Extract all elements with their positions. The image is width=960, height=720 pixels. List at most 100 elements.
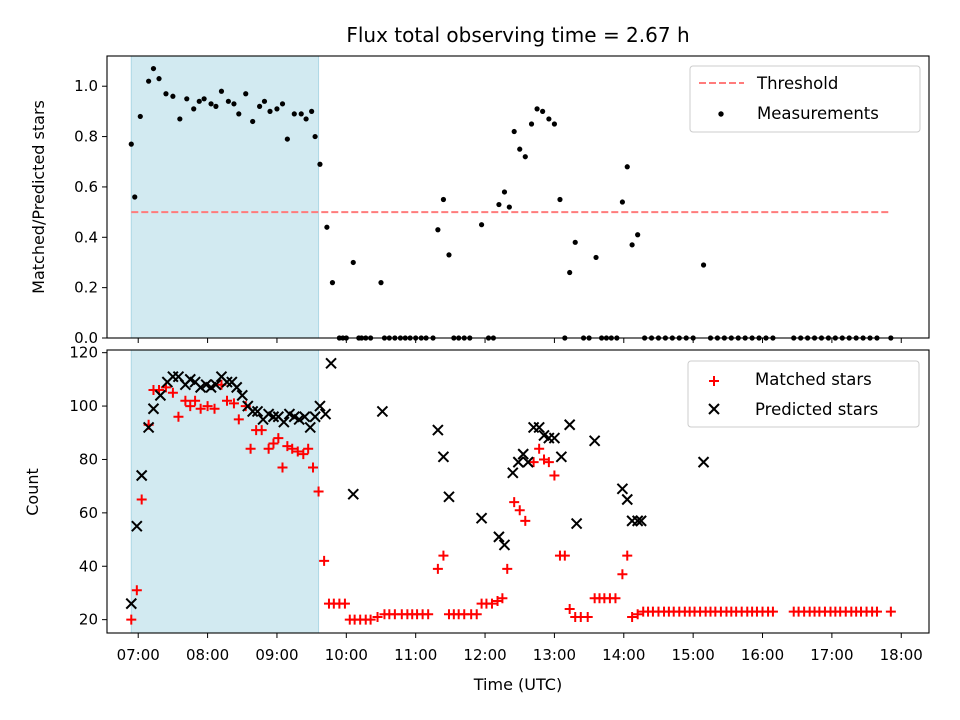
measurement-point <box>156 76 162 82</box>
bottom-y-tick-label: 80 <box>79 450 98 468</box>
matched-star-point <box>202 401 213 412</box>
predicted-star-point <box>443 491 455 503</box>
top-y-tick-label: 0.0 <box>74 329 98 347</box>
measurement-point <box>551 121 558 127</box>
bottom-y-ticks: 20 40 60 80 100 120 <box>69 344 107 629</box>
matched-star-point <box>136 494 147 505</box>
predicted-star-point <box>142 421 155 434</box>
matched-star-point <box>885 606 896 617</box>
measurement-point <box>184 96 190 102</box>
measurement-point <box>218 88 225 94</box>
legend-measurements-label: Measurements <box>757 104 879 123</box>
measurement-point <box>478 222 485 228</box>
matched-star-point <box>319 555 330 566</box>
measurement-point <box>540 108 546 114</box>
predicted-star-point <box>626 515 638 527</box>
measurement-point <box>572 239 578 245</box>
measurement-point <box>496 201 502 208</box>
matched-star-point <box>173 411 184 422</box>
predicted-star-point <box>236 389 248 402</box>
measurement-point <box>132 194 138 200</box>
predicted-star-point <box>432 424 444 436</box>
matched-star-point <box>486 598 497 609</box>
measurement-point <box>350 259 356 266</box>
predicted-star-point <box>507 467 519 479</box>
matched-star-point <box>245 443 256 454</box>
measurement-point <box>506 204 512 210</box>
measurement-point <box>243 91 249 97</box>
matched-star-point <box>423 609 434 620</box>
predicted-star-point <box>548 432 561 444</box>
measurement-point <box>213 103 219 109</box>
bottom-y-tick-label: 40 <box>79 557 98 575</box>
matched-star-point <box>534 443 545 454</box>
measurement-point <box>163 91 169 97</box>
measurement-point <box>528 121 535 127</box>
legend-matched-swatch <box>709 376 719 386</box>
predicted-star-point <box>309 411 321 423</box>
matched-star-point <box>303 443 314 454</box>
predicted-star-point <box>298 411 311 423</box>
matched-star-point <box>509 497 520 508</box>
predicted-star-point <box>512 456 525 468</box>
measurement-point <box>329 280 336 286</box>
measurement-point <box>303 116 309 122</box>
measurement-point <box>593 254 599 261</box>
predicted-star-point <box>527 421 540 434</box>
x-tick-label: 11:00 <box>394 646 437 664</box>
matched-star-point <box>263 443 274 454</box>
measurement-point <box>146 78 152 84</box>
matched-star-point <box>622 550 633 561</box>
measurement-point <box>546 116 552 122</box>
bottom-y-axis-label: Count <box>23 468 42 516</box>
measurement-point <box>635 232 641 238</box>
measurement-point <box>446 252 452 258</box>
matched-star-point <box>256 425 267 436</box>
predicted-star-point <box>563 419 576 431</box>
measurement-point <box>309 108 315 114</box>
measurement-point <box>312 133 318 140</box>
measurement-point <box>624 164 630 170</box>
predicted-star-point <box>293 413 305 426</box>
top-panel: 0.0 0.2 0.4 0.6 0.8 1.0 Matched/Predicted sta… <box>29 55 930 347</box>
measurement-point <box>700 262 707 268</box>
top-legend-box <box>689 65 921 133</box>
matched-star-point <box>233 414 244 425</box>
predicted-star-point <box>251 405 264 418</box>
x-tick-label: 16:00 <box>741 646 784 664</box>
predicted-points <box>125 357 710 610</box>
predicted-star-point <box>621 493 633 506</box>
matched-star-point <box>131 585 142 596</box>
x-tick-label: 09:00 <box>255 646 298 664</box>
top-y-tick-label: 0.6 <box>74 178 98 196</box>
measurement-point <box>378 280 384 286</box>
measurement-point <box>534 106 540 112</box>
x-tick-label: 10:00 <box>325 646 368 664</box>
matched-star-point <box>268 438 279 449</box>
matched-star-point <box>559 550 570 561</box>
measurement-point <box>629 242 635 248</box>
measurement-point <box>435 227 441 233</box>
measurement-point <box>257 103 263 109</box>
legend-predicted-swatch <box>708 403 720 415</box>
top-y-tick-label: 0.4 <box>74 228 98 246</box>
measurement-point <box>511 128 517 135</box>
predicted-star-point <box>125 597 137 610</box>
measurement-point <box>261 98 268 104</box>
measurement-point <box>501 189 508 195</box>
matched-star-point <box>167 387 178 398</box>
matched-star-point <box>632 609 643 620</box>
matched-star-point <box>627 611 638 622</box>
bottom-legend-box <box>687 360 920 428</box>
matched-star-point <box>195 403 206 414</box>
matched-star-point <box>520 515 531 526</box>
measurement-point <box>225 98 231 104</box>
matched-star-point <box>298 449 309 460</box>
matched-star-point <box>277 462 288 473</box>
bottom-y-tick-label: 120 <box>69 344 98 362</box>
matched-star-point <box>767 606 778 617</box>
predicted-star-point <box>588 435 601 447</box>
matched-star-point <box>528 457 539 468</box>
measurement-point <box>274 106 280 112</box>
matched-star-point <box>308 462 319 473</box>
